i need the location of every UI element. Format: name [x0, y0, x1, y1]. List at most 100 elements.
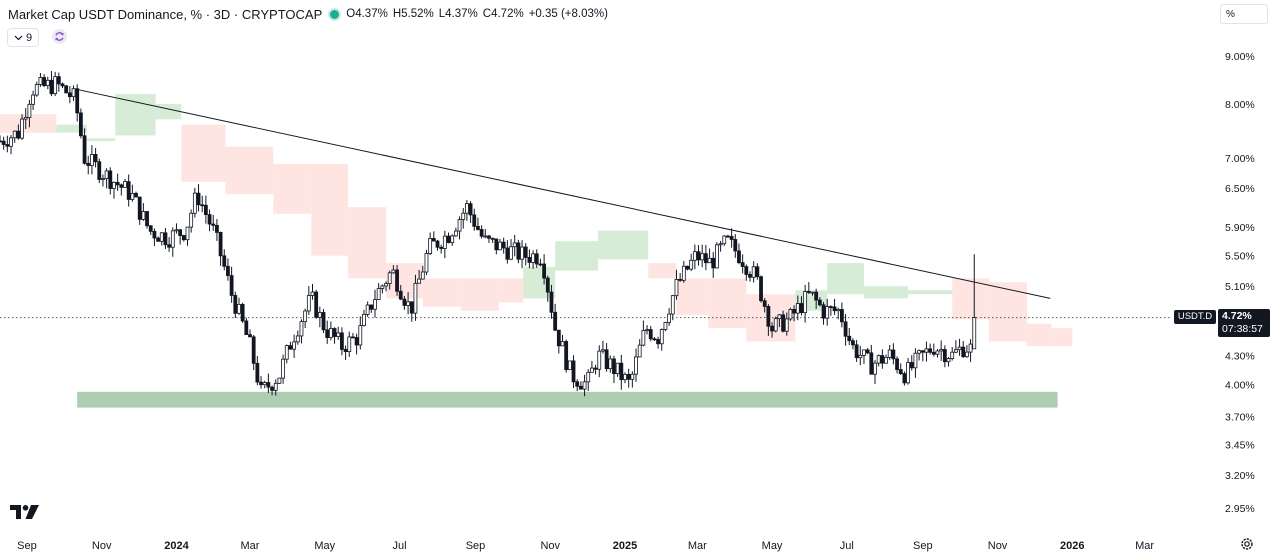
candle — [634, 348, 638, 382]
candle-body — [27, 103, 32, 118]
candle — [134, 191, 138, 198]
candle — [512, 234, 517, 257]
candle — [67, 86, 72, 104]
candle — [424, 249, 429, 276]
indicators-toggle[interactable]: 9 — [7, 28, 39, 47]
candle-body — [174, 229, 179, 232]
candle-body — [744, 266, 749, 275]
time-tick-label: Mar — [1135, 540, 1154, 552]
candle-body — [450, 235, 455, 243]
candle-body — [229, 275, 234, 296]
candle — [435, 239, 440, 251]
market-status-icon[interactable] — [330, 9, 340, 19]
candle — [273, 379, 278, 396]
candle-body — [123, 181, 127, 188]
candle-body — [295, 335, 300, 343]
candle-body — [751, 266, 756, 278]
candle — [950, 347, 955, 361]
candle — [310, 283, 315, 300]
candle-body — [516, 242, 521, 260]
gear-icon[interactable] — [1240, 537, 1254, 551]
candle — [299, 319, 304, 344]
candle-body — [667, 313, 672, 323]
candle — [902, 371, 907, 386]
bar-countdown: 07:38:57 — [1222, 323, 1263, 335]
candle-body — [325, 329, 330, 338]
candle — [792, 305, 797, 322]
candle — [685, 265, 690, 271]
candle-body — [608, 358, 613, 370]
candle-body — [715, 244, 719, 269]
candle-body — [321, 312, 326, 331]
candle-body — [391, 269, 396, 274]
candle — [505, 240, 510, 264]
candle-body — [332, 328, 337, 337]
candle-body — [237, 303, 241, 314]
candle-body — [810, 291, 815, 294]
refresh-button[interactable] — [52, 29, 67, 44]
price-axis[interactable]: 9.00% 8.00% 7.00% 6.50% 5.90% 5.50% 5.10% 4.30%… — [1225, 51, 1255, 515]
candle — [31, 90, 35, 110]
candle-body — [200, 204, 205, 207]
candle — [343, 345, 348, 361]
candle — [461, 207, 466, 229]
candle — [777, 313, 782, 328]
candle — [678, 273, 683, 282]
candle — [12, 130, 17, 143]
candle-body — [560, 341, 565, 347]
candle — [358, 316, 363, 350]
candle-body — [347, 336, 352, 353]
candle — [531, 250, 535, 269]
candle — [115, 173, 120, 191]
candle — [16, 124, 21, 140]
candle — [538, 258, 543, 267]
candle — [681, 260, 686, 283]
candle-body — [615, 362, 620, 375]
candle — [384, 281, 388, 292]
candle — [295, 330, 300, 345]
candle — [961, 341, 966, 359]
candle — [409, 301, 414, 322]
candle-body — [571, 360, 576, 383]
candle-body — [170, 230, 175, 248]
candle — [42, 74, 47, 88]
candle-body — [395, 269, 399, 292]
time-tick-label: Sep — [913, 540, 933, 552]
candle-body — [487, 235, 491, 239]
candle — [498, 238, 502, 251]
candle — [215, 219, 219, 241]
candle — [917, 349, 922, 361]
candle-body — [38, 77, 43, 85]
candle-body — [93, 154, 98, 163]
price-tick-label: 5.50% — [1225, 251, 1255, 263]
candle — [652, 337, 657, 342]
time-tick-label: Jul — [392, 540, 406, 552]
refresh-icon — [55, 32, 64, 41]
cloud-segment — [863, 286, 909, 299]
candle-body — [681, 265, 686, 281]
candle — [726, 234, 730, 238]
candle-body — [707, 257, 712, 264]
candle-body — [222, 255, 227, 267]
candle — [593, 364, 598, 375]
candle-body — [648, 329, 653, 340]
candle-body — [354, 337, 359, 346]
price-tick-label: 6.50% — [1225, 183, 1255, 195]
time-axis[interactable]: Sep Nov 2024 Mar May Jul Sep Nov 2025 Mar May Jul Se… — [17, 540, 1154, 552]
cloud-segment — [498, 278, 524, 303]
candle-body — [12, 130, 17, 139]
candle-body — [689, 259, 694, 270]
candle — [126, 174, 131, 207]
candle-body — [862, 349, 866, 356]
scale-mode-selector[interactable]: % — [1220, 4, 1268, 24]
cloud-segment — [598, 230, 649, 260]
candle — [578, 381, 583, 390]
price-tick-label: 4.00% — [1225, 380, 1255, 392]
candle-body — [770, 325, 774, 332]
tradingview-logo-icon[interactable] — [10, 504, 40, 520]
candle-body — [737, 250, 741, 264]
candle — [773, 316, 778, 333]
candle — [251, 335, 256, 371]
candle — [909, 355, 914, 371]
